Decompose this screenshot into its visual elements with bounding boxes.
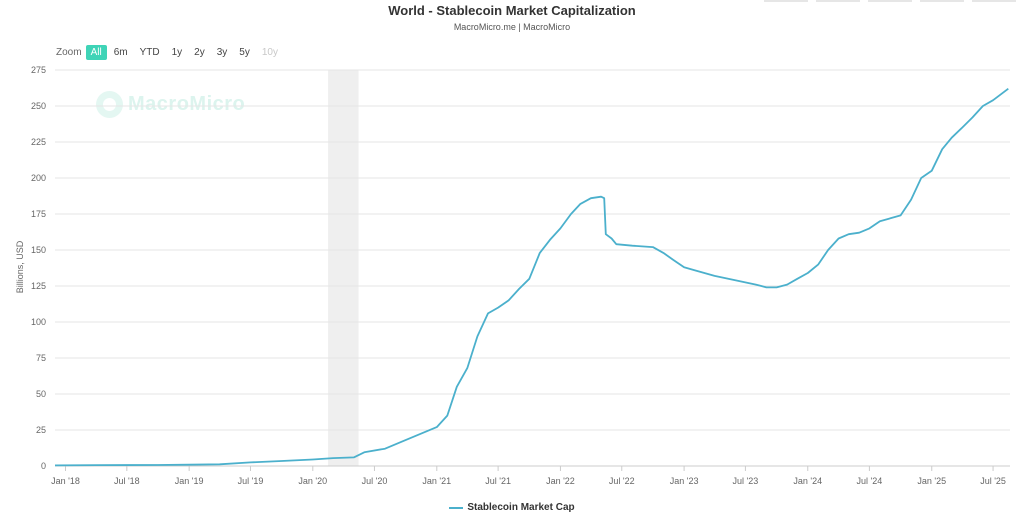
watermark-text: MacroMicro: [128, 93, 246, 115]
x-tick-label: Jan '22: [546, 476, 575, 486]
menu-stub: [920, 0, 964, 2]
chart-title: World - Stablecoin Market Capitalization: [388, 3, 636, 18]
y-tick-label: 200: [31, 173, 46, 183]
x-tick-label: Jul '18: [114, 476, 140, 486]
x-tick-label: Jan '23: [670, 476, 699, 486]
x-tick-label: Jan '18: [51, 476, 80, 486]
y-tick-label: 250: [31, 101, 46, 111]
x-tick-label: Jul '23: [733, 476, 759, 486]
y-tick-label: 225: [31, 137, 46, 147]
y-tick-label: 150: [31, 245, 46, 255]
y-tick-label: 50: [36, 389, 46, 399]
y-tick-label: 75: [36, 353, 46, 363]
x-tick-label: Jan '19: [175, 476, 204, 486]
y-tick-label: 25: [36, 425, 46, 435]
x-tick-label: Jul '24: [857, 476, 883, 486]
y-tick-label: 275: [31, 65, 46, 75]
menu-stub: [868, 0, 912, 2]
y-tick-label: 175: [31, 209, 46, 219]
x-tick-label: Jan '21: [422, 476, 451, 486]
chart-plot-area: 0 25 50 75 100 125 150 175 200 225 250 275 Jan '18 Ju…: [31, 65, 1010, 486]
legend-label[interactable]: Stablecoin Market Cap: [467, 502, 575, 513]
legend-swatch: [449, 506, 464, 509]
zoom-button-10y[interactable]: 10y: [261, 47, 278, 58]
x-tick-label: Jul '22: [609, 476, 635, 486]
x-tick-label: Jan '24: [793, 476, 822, 486]
y-tick-label: 0: [41, 461, 46, 471]
macromicro-watermark: MacroMicro: [96, 91, 245, 118]
x-tick-label: Jul '19: [238, 476, 264, 486]
recession-band: [328, 70, 359, 466]
y-tick-label: 125: [31, 281, 46, 291]
zoom-button-2y[interactable]: 2y: [194, 47, 205, 58]
menu-stub: [972, 0, 1016, 2]
y-tick-label: 100: [31, 317, 46, 327]
zoom-label: Zoom: [56, 47, 82, 58]
zoom-button-1y[interactable]: 1y: [171, 47, 183, 58]
x-tick-label: Jul '20: [362, 476, 388, 486]
zoom-selector: Zoom All 6m YTD 1y 2y 3y 5y 10y: [56, 45, 285, 60]
series-line-stablecoin-market-cap: [54, 87, 1009, 467]
chart-subtitle: MacroMicro.me | MacroMicro: [453, 22, 571, 32]
macromicro-logo-icon: [96, 91, 123, 118]
export-menu-stubs: [764, 0, 1016, 2]
x-tick-label: Jul '25: [980, 476, 1006, 486]
zoom-button-6m[interactable]: 6m: [113, 47, 128, 58]
chart-legend[interactable]: Stablecoin Market Cap: [0, 502, 1024, 513]
zoom-button-5y[interactable]: 5y: [239, 47, 250, 58]
zoom-button-ytd[interactable]: YTD: [139, 47, 160, 58]
x-tick-label: Jan '20: [298, 476, 327, 486]
x-tick-label: Jan '25: [917, 476, 946, 486]
zoom-button-3y[interactable]: 3y: [216, 47, 228, 58]
menu-stub: [764, 0, 808, 2]
x-tick-label: Jul '21: [485, 476, 511, 486]
menu-stub: [816, 0, 860, 2]
zoom-button-all[interactable]: All: [85, 45, 107, 60]
